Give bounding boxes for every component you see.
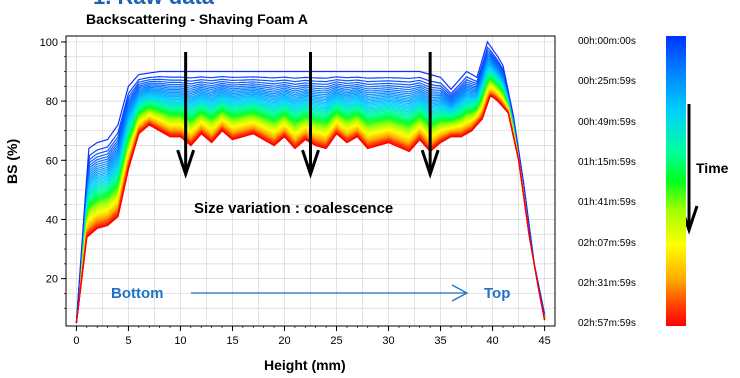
series-line [75,40,546,324]
colorbar-time-label: 01h:15m:59s [578,156,636,168]
x-tick-label: 10 [174,335,186,347]
y-tick-label: 100 [40,37,58,49]
x-tick-label: 15 [226,335,238,347]
x-tick-label: 45 [538,335,550,347]
coalescence-annotation: Size variation : coalescence [194,200,394,217]
down-arrow-head [301,149,320,179]
bottom-label: Bottom [111,285,164,302]
direction-arrow-head [451,284,469,302]
y-tick-label: 60 [46,155,58,167]
colorbar-time-label: 00h:25m:59s [578,76,636,88]
time-arrow-label: Time [696,160,729,176]
x-tick-label: 40 [486,335,498,347]
x-tick-label: 30 [382,335,394,347]
colorbar-time-label: 02h:57m:59s [578,318,636,330]
y-tick-label: 80 [46,96,58,108]
axes-frame [65,35,556,327]
x-tick-label: 25 [330,335,342,347]
colorbar-time-label: 00h:49m:59s [578,116,636,128]
top-label: Top [484,285,511,302]
series-line [75,94,546,324]
down-arrow-head [176,149,196,179]
down-arrow-head [420,149,440,179]
colorbar-time-label: 00h:00m:00s [578,36,636,47]
x-tick-label: 0 [73,335,79,347]
colorbar-time-label: 01h:41m:59s [578,197,636,209]
x-tick-label: 20 [278,335,290,347]
y-tick-label: 20 [46,274,58,286]
colorbar-time-label: 02h:31m:59s [578,277,636,289]
x-axis-label: Height (mm) [264,357,346,373]
colorbar [666,36,686,326]
y-tick-label: 40 [46,214,58,226]
x-tick-label: 35 [434,335,446,347]
section-heading: 1. Raw data [93,0,214,10]
x-tick-label: 5 [125,335,131,347]
chart-title: Backscattering - Shaving Foam A [86,11,308,27]
colorbar-time-label: 02h:07m:59s [578,237,636,249]
